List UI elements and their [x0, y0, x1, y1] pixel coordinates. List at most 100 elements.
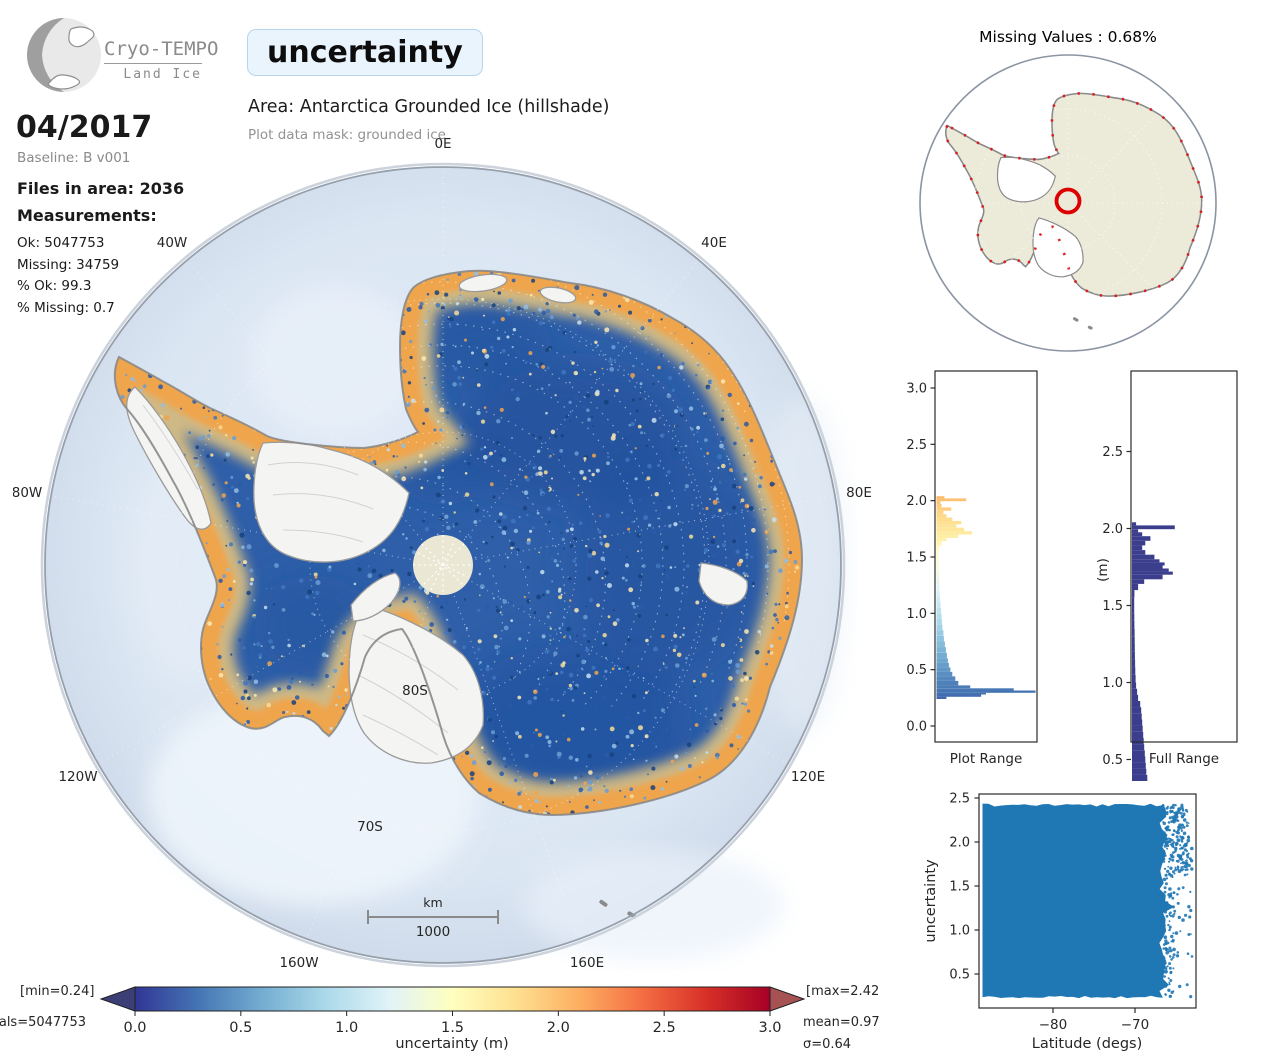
- logo-subtitle: Land Ice: [123, 67, 202, 82]
- missing-values-title: Missing Values : 0.68%: [979, 28, 1157, 46]
- colorbar-label: uncertainty (m): [395, 1036, 508, 1052]
- latitude-circle-label: 70S: [357, 819, 383, 835]
- pole-hole-ring-marker: [1054, 187, 1082, 215]
- plot-range-yticks: 0.0 0.5 1.0 1.5 2.0 2.5 3.0: [906, 381, 935, 735]
- latitude-circle-label: 80S: [402, 683, 428, 699]
- graticule-label: 40E: [701, 235, 727, 251]
- logo-text: Cryo-TEMPO Land Ice: [104, 38, 218, 82]
- graticule-label: 80E: [846, 485, 872, 501]
- scatter-ticks: −80 −70 0.5 1.0 1.5 2.0 2.5: [949, 792, 1149, 1034]
- graticule-labels: 0E 40E 80E 120E 160E 160W 120W 80W 40W: [13, 136, 872, 971]
- scatter-ytick-label: 2.0: [949, 836, 970, 851]
- colorbar-tick-label: 0.0: [123, 1020, 146, 1036]
- mask-subtitle: Plot data mask: grounded ice: [248, 127, 446, 143]
- latitude-labels: 80S 70S: [357, 683, 428, 835]
- colorbar-ticks: 0.0 0.5 1.0 1.5 2.0 2.5 3.0: [123, 1011, 782, 1036]
- pole-hole-spokes: [413, 535, 473, 595]
- colorbar-tick-label: 0.5: [229, 1020, 252, 1036]
- full-range-bars: [1132, 522, 1175, 781]
- hillshade-no-data-patches: [126, 273, 749, 764]
- mean-value-label: mean=0.97: [803, 1015, 880, 1030]
- scatter-xtick-label: −80: [1039, 1017, 1068, 1033]
- logo-crescent-icon: [27, 18, 64, 92]
- hist-tick-label: 1.0: [1102, 676, 1123, 691]
- logo-greenland-icon: [68, 26, 95, 48]
- hist-tick-label: 1.5: [906, 550, 927, 565]
- graticule-label: 120W: [58, 769, 97, 785]
- stat-ok: Ok: 5047753: [17, 235, 105, 251]
- plot-range-histogram: 0.0 0.5 1.0 1.5 2.0 2.5 3.0 Plot Range: [906, 370, 1038, 767]
- graticule-label: 80W: [13, 485, 42, 501]
- colorbar-tick-label: 2.0: [547, 1020, 570, 1036]
- cryo-tempo-logo: [27, 18, 101, 92]
- min-value-label: [min=0.24]: [20, 984, 95, 999]
- metric-title-badge: uncertainty: [247, 29, 483, 76]
- hist-tick-label: 2.5: [1102, 445, 1123, 460]
- hist-tick-label: 0.5: [1102, 753, 1123, 768]
- hist-tick-label: 0.5: [906, 663, 927, 678]
- missing-values-minimap: [919, 54, 1217, 352]
- colorbar-gradient-bar: [134, 986, 771, 1012]
- graticule-label: 120E: [791, 769, 825, 785]
- colorbar-tick-label: 2.5: [653, 1020, 676, 1036]
- plot-range-title: Plot Range: [950, 751, 1023, 767]
- minimap-islands: [1072, 317, 1093, 330]
- graticule-label: 160W: [279, 955, 318, 971]
- stat-pct-ok: % Ok: 99.3: [17, 278, 92, 294]
- colorbar-tick-label: 1.5: [441, 1020, 464, 1036]
- measurement-stats: Ok: 5047753 Missing: 34759 % Ok: 99.3 % …: [17, 233, 119, 319]
- scatter-xlabel: Latitude (degs): [1032, 1036, 1143, 1052]
- date-label: 04/2017: [16, 110, 153, 145]
- full-range-ylabel: (m): [1095, 558, 1111, 582]
- colorbar-tick-label: 3.0: [758, 1020, 781, 1036]
- main-antarctica-map: km 1000 0E 40E 80E 120E 160E 160W 120W 80W 40W 8…: [13, 136, 872, 971]
- map-rim-outer: [40, 162, 846, 968]
- coastal-patch: [539, 286, 577, 304]
- hist-tick-label: 3.0: [906, 381, 927, 396]
- colorbar-under-arrow: [99, 986, 136, 1012]
- full-range-yticks: 0.5 1.0 1.5 2.0 2.5: [1102, 445, 1131, 768]
- hist-tick-label: 0.0: [906, 720, 927, 735]
- scatter-ytick-label: 1.5: [949, 880, 970, 895]
- scale-unit-label: km: [423, 895, 442, 910]
- full-range-histogram: 0.5 1.0 1.5 2.0 2.5 Full Range (m): [1095, 370, 1238, 781]
- colorbar-over-arrow: [769, 986, 806, 1012]
- graticule-lines: [52, 169, 834, 938]
- hist-tick-label: 2.5: [906, 438, 927, 453]
- scale-value-label: 1000: [416, 924, 450, 940]
- baseline-label: Baseline: B v001: [17, 150, 131, 166]
- measurements-label: Measurements:: [17, 206, 157, 225]
- graticule-label: 160E: [570, 955, 604, 971]
- full-range-axes-box: [1130, 370, 1238, 743]
- scatter-axes-box: [978, 793, 1197, 1009]
- graticule-label: 0E: [434, 136, 451, 152]
- hillshade-streaks: [142, 404, 459, 756]
- full-range-title: Full Range: [1149, 751, 1219, 767]
- logo-antarctica-icon: [47, 74, 81, 90]
- logo-title: Cryo-TEMPO: [104, 38, 218, 64]
- stat-pct-missing: % Missing: 0.7: [17, 299, 115, 316]
- scatter-xtick-label: −70: [1121, 1017, 1150, 1033]
- plot-range-bars: [936, 496, 1036, 699]
- map-scale-bar: km 1000: [367, 895, 499, 940]
- area-title: Area: Antarctica Grounded Ice (hillshade…: [248, 97, 610, 117]
- hist-tick-label: 2.0: [1102, 522, 1123, 537]
- colorbar-tick-label: 1.0: [335, 1020, 358, 1036]
- graticule-label: 40W: [157, 235, 188, 251]
- colorbar: 0.0 0.5 1.0 1.5 2.0 2.5 3.0 uncertainty (m) [m…: [0, 984, 880, 1052]
- uncertainty-latitude-scatter: −80 −70 0.5 1.0 1.5 2.0 2.5 Latitude (degs) un…: [923, 792, 1197, 1052]
- scatter-points: [982, 803, 1194, 999]
- vals-count-label: vals=5047753: [0, 1015, 86, 1030]
- transantarctic-patch: [350, 572, 401, 622]
- scatter-ytick-label: 1.0: [949, 924, 970, 939]
- hist-tick-label: 1.0: [906, 607, 927, 622]
- hist-tick-label: 2.0: [906, 494, 927, 509]
- files-in-area-label: Files in area: 2036: [17, 179, 185, 198]
- scatter-ytick-label: 0.5: [949, 968, 970, 983]
- scatter-ylabel: uncertainty: [923, 859, 939, 943]
- max-value-label: [max=2.42]: [806, 984, 880, 999]
- coastal-patch: [458, 273, 508, 293]
- scatter-ytick-label: 2.5: [949, 792, 970, 807]
- hist-tick-label: 1.5: [1102, 599, 1123, 614]
